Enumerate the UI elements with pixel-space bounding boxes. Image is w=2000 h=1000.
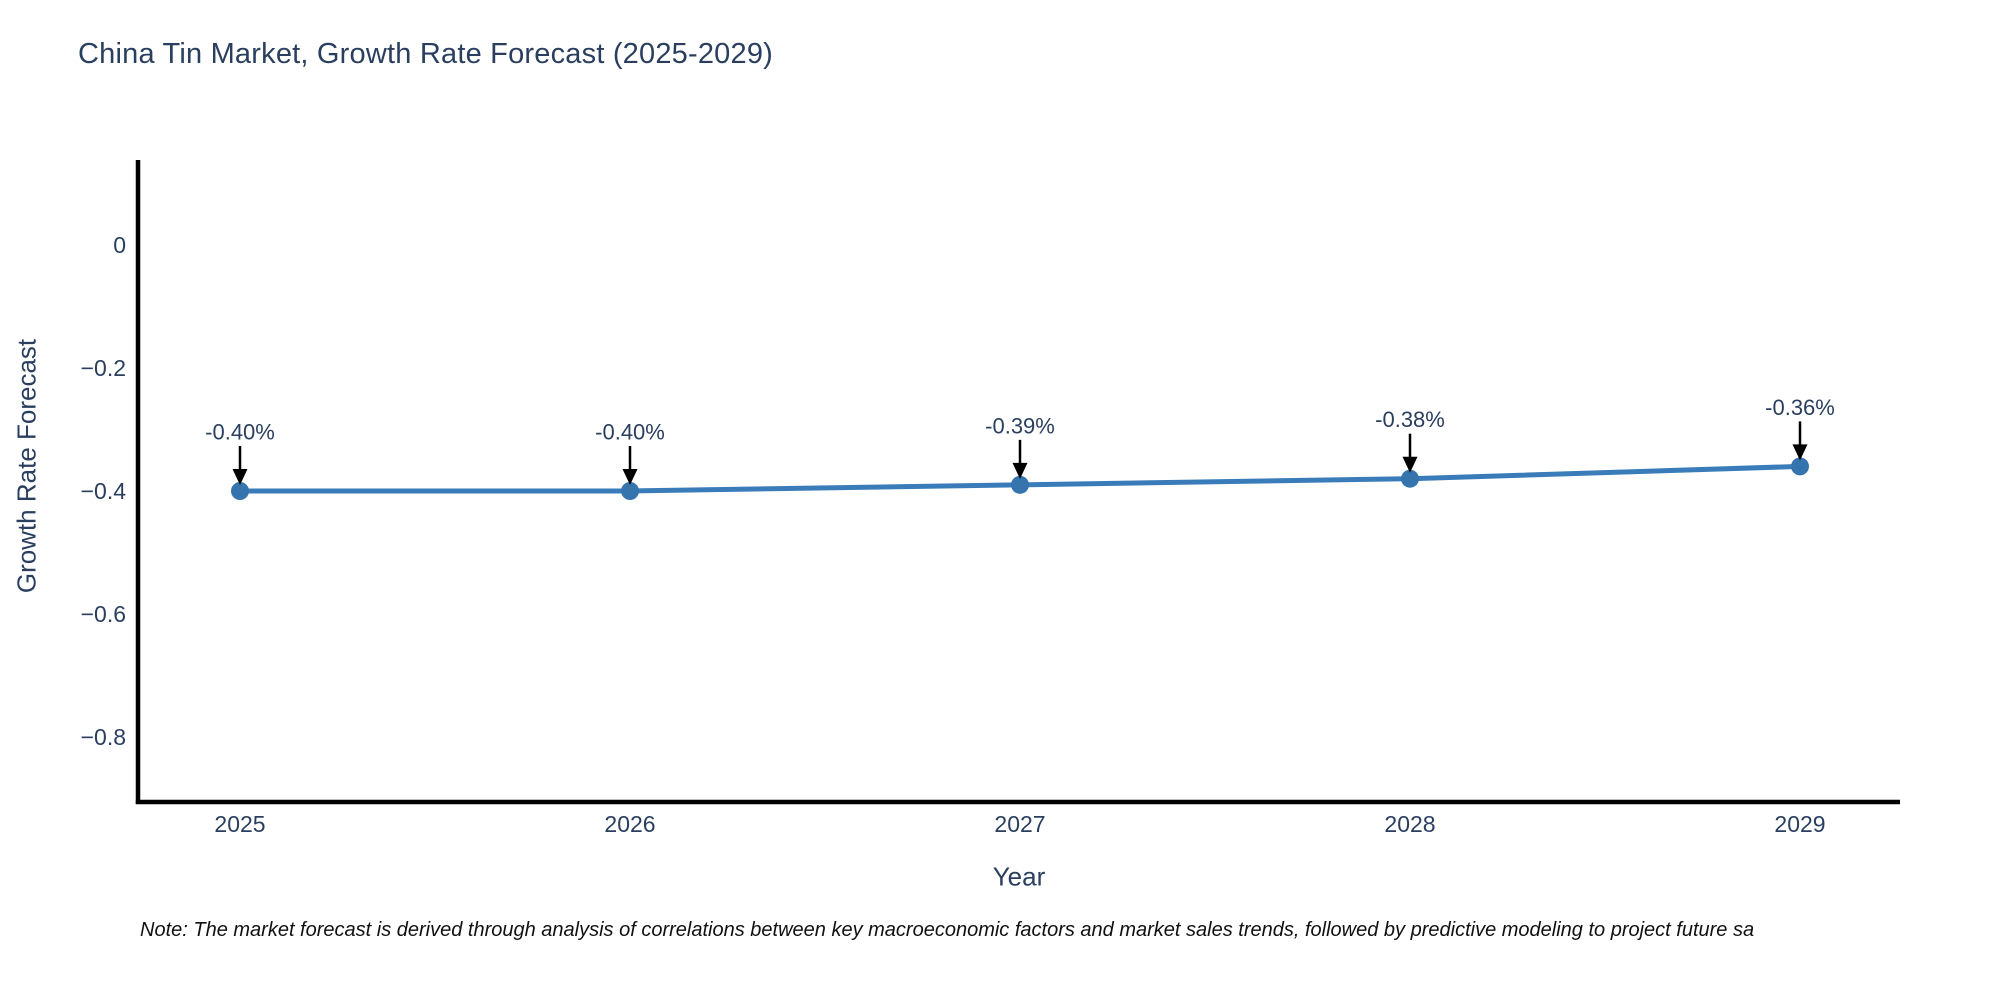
- data-point-marker: [231, 482, 249, 500]
- y-tick-label: −0.8: [81, 724, 126, 750]
- annotation-arrowhead-icon: [232, 469, 248, 485]
- annotation-label: -0.39%: [985, 413, 1055, 438]
- x-tick-label: 2028: [1384, 811, 1435, 837]
- y-tick-label: −0.2: [81, 355, 126, 381]
- annotation-arrowhead-icon: [1402, 456, 1418, 473]
- footnote: Note: The market forecast is derived thr…: [140, 919, 1755, 941]
- annotation-label: -0.36%: [1765, 395, 1835, 420]
- data-point-marker: [1011, 475, 1029, 494]
- y-tick-labels: 0 −0.2 −0.4 −0.6 −0.8: [81, 232, 127, 750]
- annotation-arrowhead-icon: [622, 469, 638, 485]
- x-tick-label: 2029: [1774, 811, 1825, 837]
- data-point-marker: [621, 482, 639, 500]
- x-tick-label: 2027: [994, 811, 1045, 837]
- y-tick-label: −0.4: [81, 478, 127, 504]
- y-tick-label: 0: [113, 232, 126, 258]
- x-tick-label: 2026: [604, 811, 655, 837]
- annotation-label: -0.40%: [595, 420, 665, 445]
- chart-title: China Tin Market, Growth Rate Forecast (…: [78, 38, 774, 70]
- x-tick-labels: 2025 2026 2027 2028 2029: [214, 811, 1825, 837]
- annotation-arrowhead-icon: [1792, 444, 1808, 461]
- annotation-label: -0.38%: [1375, 407, 1445, 432]
- data-point-marker: [1791, 457, 1809, 476]
- annotation-label: -0.40%: [205, 420, 275, 445]
- line-series: [231, 457, 1809, 500]
- point-annotations: -0.40% -0.40% -0.39% -0.38% -0.36%: [205, 395, 1835, 485]
- annotation-arrowhead-icon: [1012, 462, 1028, 479]
- x-tick-label: 2025: [214, 811, 265, 837]
- y-tick-label: −0.6: [81, 601, 126, 627]
- x-axis-title: Year: [992, 861, 1046, 892]
- data-point-marker: [1401, 469, 1419, 488]
